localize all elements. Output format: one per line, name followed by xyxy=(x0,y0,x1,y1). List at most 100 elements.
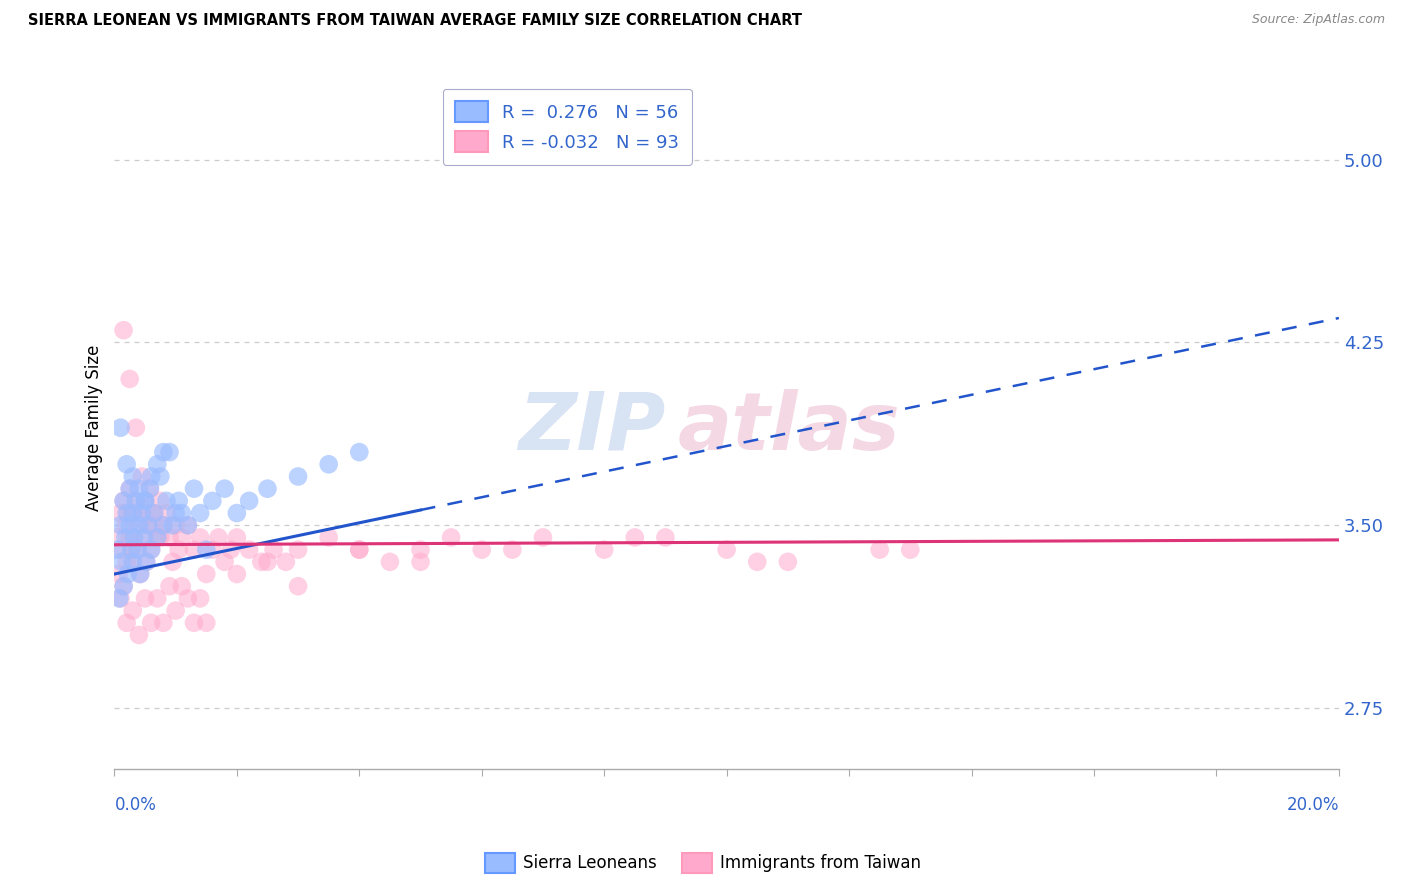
Point xyxy=(107,542,129,557)
Point xyxy=(409,555,432,569)
Point xyxy=(139,482,162,496)
Point xyxy=(155,494,177,508)
Point xyxy=(110,591,132,606)
Point xyxy=(256,555,278,569)
Point xyxy=(623,531,645,545)
Point xyxy=(274,555,297,569)
Point xyxy=(121,555,143,569)
Point xyxy=(112,579,135,593)
Point xyxy=(122,531,145,545)
Point xyxy=(131,506,153,520)
Point xyxy=(122,531,145,545)
Point xyxy=(531,531,554,545)
Point xyxy=(118,518,141,533)
Point xyxy=(127,542,149,557)
Point xyxy=(183,482,205,496)
Point xyxy=(111,542,134,557)
Point xyxy=(256,482,278,496)
Point xyxy=(238,494,260,508)
Point xyxy=(183,615,205,630)
Point xyxy=(125,421,148,435)
Text: 20.0%: 20.0% xyxy=(1286,797,1339,814)
Point xyxy=(134,494,156,508)
Point xyxy=(146,531,169,545)
Point xyxy=(149,531,172,545)
Point xyxy=(108,591,131,606)
Point xyxy=(776,555,799,569)
Point xyxy=(318,458,340,472)
Point xyxy=(135,555,157,569)
Point xyxy=(110,421,132,435)
Point xyxy=(121,542,143,557)
Point xyxy=(195,567,218,582)
Point xyxy=(349,445,371,459)
Point xyxy=(188,591,211,606)
Point xyxy=(152,518,174,533)
Point xyxy=(114,531,136,545)
Point xyxy=(132,531,155,545)
Point xyxy=(139,482,162,496)
Point xyxy=(318,531,340,545)
Point xyxy=(287,542,309,557)
Point xyxy=(139,469,162,483)
Point xyxy=(170,579,193,593)
Point xyxy=(121,506,143,520)
Point xyxy=(111,555,134,569)
Point xyxy=(118,372,141,386)
Point xyxy=(134,494,156,508)
Point xyxy=(125,494,148,508)
Point xyxy=(107,567,129,582)
Text: atlas: atlas xyxy=(678,389,900,467)
Point xyxy=(143,518,166,533)
Point xyxy=(112,579,135,593)
Point xyxy=(121,506,143,520)
Point xyxy=(155,506,177,520)
Point xyxy=(136,518,159,533)
Point xyxy=(287,469,309,483)
Point xyxy=(121,542,143,557)
Point xyxy=(162,555,184,569)
Point xyxy=(162,518,184,533)
Point xyxy=(129,567,152,582)
Point xyxy=(115,506,138,520)
Point xyxy=(177,591,200,606)
Point xyxy=(177,518,200,533)
Point xyxy=(440,531,463,545)
Point xyxy=(132,531,155,545)
Point xyxy=(501,542,523,557)
Point xyxy=(152,518,174,533)
Point xyxy=(250,555,273,569)
Point xyxy=(115,615,138,630)
Point xyxy=(128,518,150,533)
Point xyxy=(263,542,285,557)
Point xyxy=(112,323,135,337)
Point xyxy=(238,542,260,557)
Point xyxy=(214,482,236,496)
Point xyxy=(128,628,150,642)
Point xyxy=(110,518,132,533)
Point xyxy=(225,567,247,582)
Point xyxy=(135,555,157,569)
Point xyxy=(287,579,309,593)
Point xyxy=(117,506,139,520)
Point xyxy=(593,542,616,557)
Point xyxy=(139,542,162,557)
Point xyxy=(129,567,152,582)
Legend: R =  0.276   N = 56, R = -0.032   N = 93: R = 0.276 N = 56, R = -0.032 N = 93 xyxy=(443,88,692,165)
Point xyxy=(115,555,138,569)
Point xyxy=(225,531,247,545)
Point xyxy=(118,482,141,496)
Point xyxy=(125,494,148,508)
Point xyxy=(121,469,143,483)
Point xyxy=(131,506,153,520)
Point xyxy=(136,506,159,520)
Point xyxy=(214,555,236,569)
Point xyxy=(107,531,129,545)
Point xyxy=(898,542,921,557)
Point xyxy=(117,567,139,582)
Point xyxy=(134,494,156,508)
Point xyxy=(112,494,135,508)
Point xyxy=(654,531,676,545)
Point xyxy=(195,542,218,557)
Point xyxy=(127,542,149,557)
